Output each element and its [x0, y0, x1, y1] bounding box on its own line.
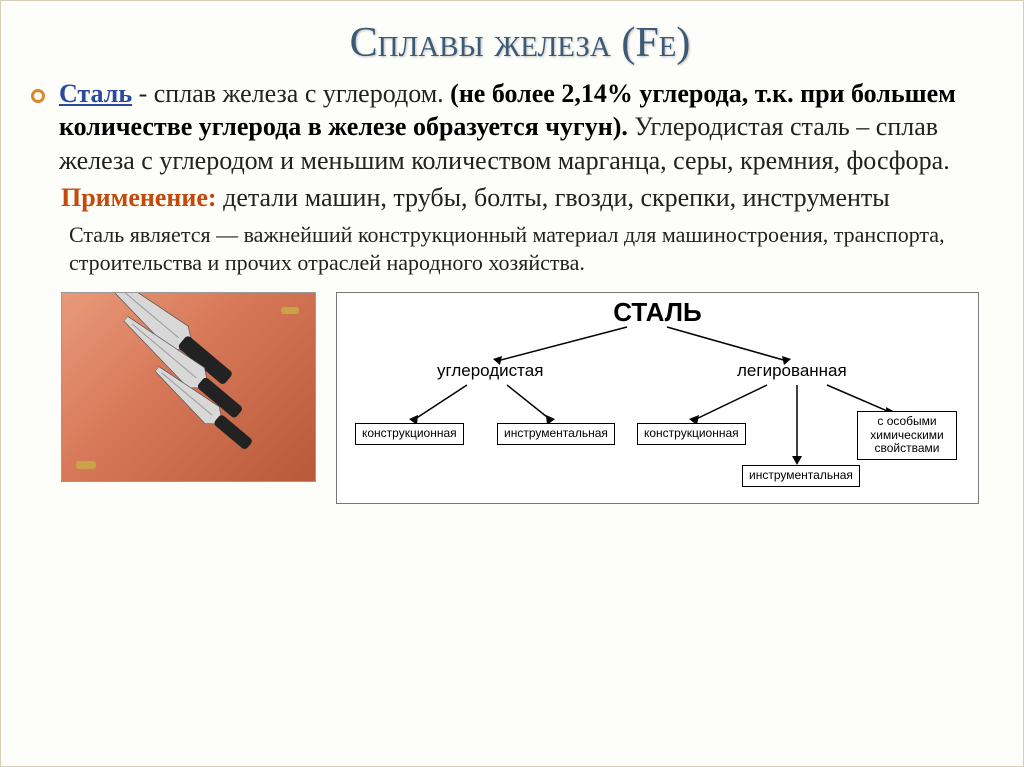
images-row: СТАЛЬ углеродистая — [61, 292, 979, 504]
bullet-casing-2 — [281, 307, 299, 314]
dash-text: - — [132, 79, 154, 108]
def-text-1: сплав железа с углеродом. — [154, 79, 450, 108]
bullet-casing-1 — [76, 461, 96, 469]
diagram-box-1: конструкционная — [355, 423, 464, 445]
application-text: детали машин, трубы, болты, гвозди, скре… — [217, 183, 890, 212]
paragraph-importance: Сталь является — важнейший конструкционн… — [69, 221, 979, 278]
diagram-mid-right: легированная — [737, 361, 847, 381]
diagram-box-4: с особыми химическими свойствами — [857, 411, 957, 460]
steel-diagram: СТАЛЬ углеродистая — [336, 292, 979, 504]
slide-content: Сплавы железа (Fe) Сталь - сплав железа … — [1, 1, 1023, 766]
knives-image — [61, 292, 316, 482]
bullet-icon — [31, 89, 45, 103]
diagram-box-3: конструкционная — [637, 423, 746, 445]
application-label: Применение: — [61, 183, 217, 212]
paragraph-application: Применение: детали машин, трубы, болты, … — [61, 181, 979, 215]
diagram-lines — [337, 293, 978, 503]
diagram-box-5: инструментальная — [742, 465, 860, 487]
paragraph-definition: Сталь - сплав железа с углеродом. (не бо… — [59, 77, 979, 177]
slide-title: Сплавы железа (Fe) — [61, 19, 979, 67]
bullet-block: Сталь - сплав железа с углеродом. (не бо… — [61, 77, 979, 177]
diagram-box-2: инструментальная — [497, 423, 615, 445]
steel-term: Сталь — [59, 79, 132, 108]
diagram-mid-left: углеродистая — [437, 361, 543, 381]
